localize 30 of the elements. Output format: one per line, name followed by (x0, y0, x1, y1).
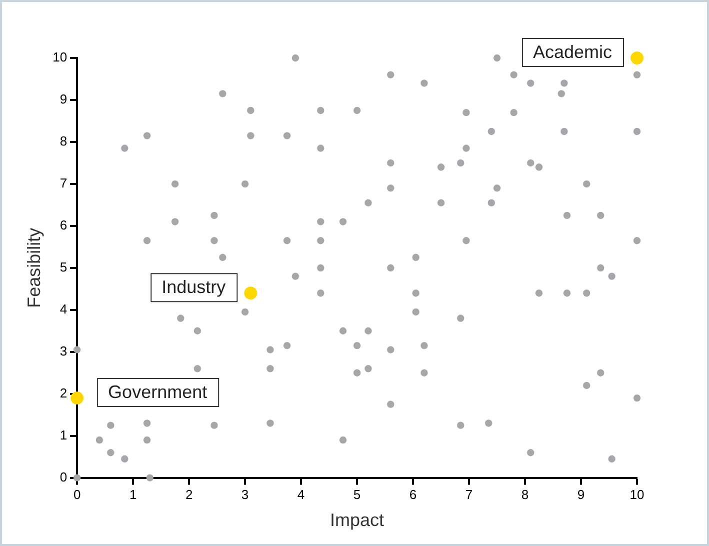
y-tick-label: 3 (60, 343, 68, 358)
x-tick-label: 4 (297, 487, 305, 502)
x-tick-label: 8 (521, 487, 529, 502)
x-tick-label: 3 (241, 487, 249, 502)
y-tick-label: 5 (60, 259, 68, 274)
x-tick-label: 0 (73, 487, 81, 502)
y-tick-label: 4 (60, 301, 68, 316)
y-tick-label: 7 (60, 176, 68, 191)
y-tick-label: 10 (52, 50, 68, 65)
y-tick-label: 1 (60, 427, 68, 442)
x-axis-title: Impact (330, 510, 384, 530)
x-tick-label: 1 (129, 487, 137, 502)
annotation: Government (108, 382, 208, 402)
x-tick-label: 5 (353, 487, 361, 502)
point (630, 52, 644, 64)
annotation: Academic (532, 42, 612, 62)
x-tick-label: 2 (185, 487, 193, 502)
y-tick-label: 6 (60, 218, 68, 232)
y-tick-label: 0 (60, 469, 68, 484)
annotation: Industry (162, 277, 226, 298)
point (70, 392, 84, 405)
y-tick-label: 8 (60, 134, 68, 149)
point (244, 286, 258, 300)
x-tick-label: 9 (577, 487, 585, 502)
x-tick-label: 10 (630, 487, 644, 502)
y-tick-label: 9 (60, 92, 68, 107)
x-tick-label: 6 (409, 487, 417, 502)
x-tick-label: 7 (465, 487, 473, 502)
y-axis-title: Feasibility (24, 228, 44, 308)
y-tick-label: 2 (60, 385, 68, 400)
